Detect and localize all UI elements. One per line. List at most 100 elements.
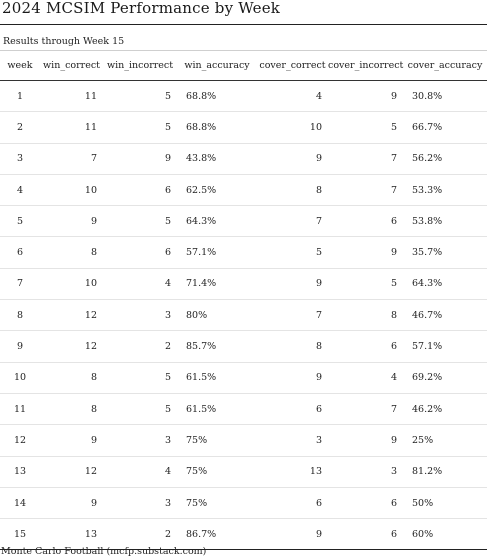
cover-correct-cell: 6 xyxy=(257,487,328,520)
win-incorrect-cell: 5 xyxy=(103,393,177,426)
win-incorrect-cell: 4 xyxy=(103,268,177,301)
cover-accuracy-cell: 57.1% xyxy=(403,330,487,363)
table-row: 12 9 3 75% 3 9 25% xyxy=(0,424,487,457)
week-cell: 15 xyxy=(0,518,40,551)
win-accuracy-cell: 43.8% xyxy=(177,143,257,175)
table-row: 15 13 2 86.7% 9 6 60% xyxy=(0,518,487,551)
week-cell: 6 xyxy=(0,236,40,269)
week-cell: 2 xyxy=(0,111,40,144)
win-accuracy-cell: 57.1% xyxy=(177,236,257,269)
week-cell: 12 xyxy=(0,424,40,457)
win-incorrect-cell: 3 xyxy=(103,424,177,457)
column-header-win-correct: win_correct xyxy=(40,51,103,81)
cover-correct-cell: 7 xyxy=(257,299,328,332)
win-correct-cell: 7 xyxy=(40,143,103,175)
table-row: 3 7 9 43.8% 9 7 56.2% xyxy=(0,143,487,175)
win-accuracy-cell: 68.8% xyxy=(177,111,257,144)
win-correct-cell: 8 xyxy=(40,236,103,269)
win-correct-cell: 10 xyxy=(40,268,103,301)
title-rule xyxy=(0,24,487,25)
win-correct-cell: 11 xyxy=(40,80,103,113)
cover-correct-cell: 9 xyxy=(257,143,328,175)
cover-incorrect-cell: 3 xyxy=(328,456,403,488)
cover-incorrect-cell: 5 xyxy=(328,111,403,144)
table-row: 8 12 3 80% 7 8 46.7% xyxy=(0,299,487,332)
win-incorrect-cell: 4 xyxy=(103,456,177,488)
cover-accuracy-cell: 46.2% xyxy=(403,393,487,426)
win-accuracy-cell: 75% xyxy=(177,456,257,488)
cover-accuracy-cell: 53.3% xyxy=(403,174,487,207)
win-accuracy-cell: 85.7% xyxy=(177,330,257,363)
cover-accuracy-cell: 69.2% xyxy=(403,362,487,394)
table-row: 13 12 4 75% 13 3 81.2% xyxy=(0,456,487,488)
table-row: 4 10 6 62.5% 8 7 53.3% xyxy=(0,174,487,207)
cover-incorrect-cell: 4 xyxy=(328,362,403,394)
win-incorrect-cell: 3 xyxy=(103,299,177,332)
win-incorrect-cell: 5 xyxy=(103,111,177,144)
win-correct-cell: 9 xyxy=(40,487,103,520)
cover-incorrect-cell: 6 xyxy=(328,330,403,363)
win-accuracy-cell: 68.8% xyxy=(177,80,257,113)
table-row: 10 8 5 61.5% 9 4 69.2% xyxy=(0,362,487,394)
win-accuracy-cell: 61.5% xyxy=(177,362,257,394)
win-correct-cell: 13 xyxy=(40,518,103,551)
table-row: 11 8 5 61.5% 6 7 46.2% xyxy=(0,393,487,426)
win-incorrect-cell: 2 xyxy=(103,518,177,551)
cover-incorrect-cell: 7 xyxy=(328,143,403,175)
source-footer: Monte Carlo Football (mcfp.substack.com) xyxy=(1,546,207,557)
win-correct-cell: 10 xyxy=(40,174,103,207)
week-cell: 11 xyxy=(0,393,40,426)
cover-accuracy-cell: 25% xyxy=(403,424,487,457)
win-accuracy-cell: 80% xyxy=(177,299,257,332)
win-incorrect-cell: 6 xyxy=(103,236,177,269)
cover-incorrect-cell: 6 xyxy=(328,487,403,520)
cover-incorrect-cell: 5 xyxy=(328,268,403,301)
cover-accuracy-cell: 50% xyxy=(403,487,487,520)
cover-accuracy-cell: 81.2% xyxy=(403,456,487,488)
column-header-cover-accuracy: cover_accuracy xyxy=(403,51,487,81)
column-header-week: week xyxy=(0,51,40,81)
cover-accuracy-cell: 66.7% xyxy=(403,111,487,144)
win-correct-cell: 9 xyxy=(40,424,103,457)
cover-incorrect-cell: 9 xyxy=(328,424,403,457)
cover-correct-cell: 13 xyxy=(257,456,328,488)
cover-correct-cell: 9 xyxy=(257,518,328,551)
week-cell: 8 xyxy=(0,299,40,332)
cover-correct-cell: 9 xyxy=(257,268,328,301)
table-row: 2 11 5 68.8% 10 5 66.7% xyxy=(0,111,487,144)
week-cell: 5 xyxy=(0,205,40,238)
table-row: 7 10 4 71.4% 9 5 64.3% xyxy=(0,268,487,301)
cover-accuracy-cell: 64.3% xyxy=(403,268,487,301)
win-correct-cell: 12 xyxy=(40,330,103,363)
cover-accuracy-cell: 60% xyxy=(403,518,487,551)
table-row: 5 9 5 64.3% 7 6 53.8% xyxy=(0,205,487,238)
win-correct-cell: 8 xyxy=(40,362,103,394)
win-incorrect-cell: 5 xyxy=(103,205,177,238)
cover-correct-cell: 10 xyxy=(257,111,328,144)
win-correct-cell: 8 xyxy=(40,393,103,426)
win-incorrect-cell: 5 xyxy=(103,80,177,113)
win-correct-cell: 11 xyxy=(40,111,103,144)
cover-accuracy-cell: 56.2% xyxy=(403,143,487,175)
performance-table: week win_correct win_incorrect win_accur… xyxy=(0,51,487,551)
win-incorrect-cell: 5 xyxy=(103,362,177,394)
header-row: week win_correct win_incorrect win_accur… xyxy=(0,51,487,81)
win-accuracy-cell: 75% xyxy=(177,487,257,520)
cover-incorrect-cell: 7 xyxy=(328,393,403,426)
win-accuracy-cell: 61.5% xyxy=(177,393,257,426)
column-header-win-accuracy: win_accuracy xyxy=(177,51,257,81)
week-cell: 3 xyxy=(0,143,40,175)
week-cell: 4 xyxy=(0,174,40,207)
cover-incorrect-cell: 6 xyxy=(328,205,403,238)
cover-accuracy-cell: 46.7% xyxy=(403,299,487,332)
win-correct-cell: 12 xyxy=(40,456,103,488)
table-subtitle: Results through Week 15 xyxy=(3,36,125,47)
column-header-cover-correct: cover_correct xyxy=(257,51,328,81)
win-incorrect-cell: 9 xyxy=(103,143,177,175)
cover-incorrect-cell: 7 xyxy=(328,174,403,207)
win-accuracy-cell: 86.7% xyxy=(177,518,257,551)
cover-accuracy-cell: 35.7% xyxy=(403,236,487,269)
table-title: 2024 MCSIM Performance by Week xyxy=(2,0,281,17)
cover-correct-cell: 4 xyxy=(257,80,328,113)
week-cell: 7 xyxy=(0,268,40,301)
